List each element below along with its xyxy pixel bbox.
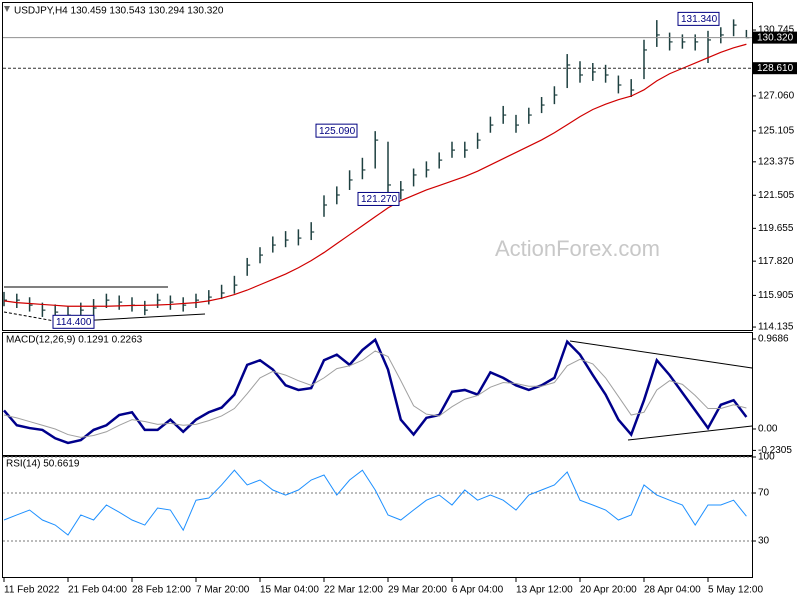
y-tick-label: 70	[758, 488, 770, 499]
y-tick-label: 130.745	[758, 25, 795, 36]
y-tick-label: 119.655	[758, 223, 794, 234]
x-tick-label: 28 Feb 12:00	[132, 585, 191, 596]
annotation-box	[52, 314, 95, 329]
annotation-label: 121.270	[361, 194, 398, 205]
rsi-pane	[2, 456, 753, 578]
y-tick-label: 114.135	[758, 322, 794, 333]
x-tick-label: 22 Mar 12:00	[324, 585, 383, 596]
price-title: USDJPY,H4 130.459 130.543 130.294 130.32…	[14, 6, 224, 17]
x-tick-label: 13 Apr 12:00	[516, 585, 573, 596]
annotation-label: 114.400	[56, 317, 92, 328]
y-tick-label: 30	[758, 536, 770, 547]
annotation-label: 131.340	[681, 14, 718, 25]
rsi-title: RSI(14) 50.6619	[6, 459, 80, 470]
indicator-line	[3, 337, 748, 445]
y-tick-label: 123.375	[758, 156, 795, 167]
price-level-box	[753, 62, 797, 75]
indicator-line	[3, 350, 747, 438]
macd-title: MACD(12,26,9) 0.1291 0.2263	[6, 335, 143, 346]
y-tick-label: 0.9686	[758, 334, 789, 345]
price-level-box	[753, 31, 797, 44]
x-tick-label: 7 Mar 20:00	[196, 585, 250, 596]
x-tick-label: 28 Apr 04:00	[644, 585, 701, 596]
y-tick-label: 0.00	[758, 424, 778, 435]
x-tick-label: 11 Feb 2022	[4, 585, 60, 596]
trend-line	[569, 340, 753, 369]
trend-line	[627, 425, 753, 441]
x-tick-label: 6 Apr 04:00	[452, 585, 504, 596]
x-tick-label: 29 Mar 20:00	[388, 585, 447, 596]
x-tick-label: 5 May 12:00	[708, 585, 763, 596]
indicator-line	[3, 469, 747, 536]
x-tick-label: 21 Feb 04:00	[68, 585, 127, 596]
x-tick-label: 15 Mar 04:00	[260, 585, 319, 596]
trend-line	[3, 311, 61, 323]
watermark: ActionForex.com	[495, 236, 660, 261]
symbol-icon	[4, 6, 10, 12]
annotation-box	[677, 11, 720, 26]
macd-pane	[2, 332, 753, 456]
y-tick-label: 115.905	[758, 290, 794, 301]
moving-average	[3, 43, 747, 307]
price-pane	[2, 2, 753, 331]
y-tick-label: 127.060	[758, 91, 795, 102]
y-tick-label: 117.820	[758, 256, 794, 267]
price-level-label: 128.610	[757, 63, 794, 74]
y-tick-label: -0.2305	[758, 445, 792, 456]
y-tick-label: 100	[758, 452, 775, 463]
annotation-box	[357, 191, 400, 206]
y-tick-label: 125.105	[758, 126, 795, 137]
annotation-box	[315, 123, 358, 138]
x-tick-label: 20 Apr 20:00	[580, 585, 637, 596]
price-level-label: 130.320	[757, 32, 794, 43]
y-tick-label: 121.505	[758, 190, 795, 201]
annotation-label: 125.090	[319, 126, 356, 137]
